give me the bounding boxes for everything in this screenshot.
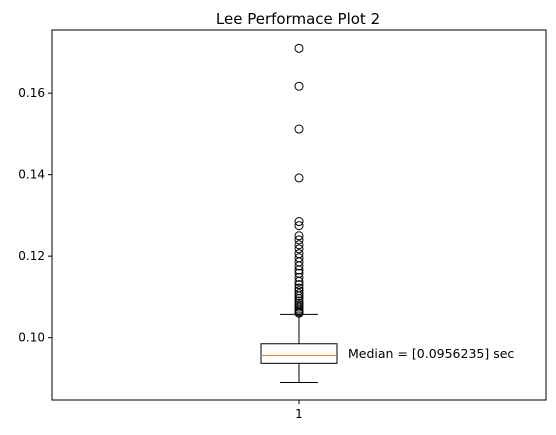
y-tick-label: 0.16 bbox=[18, 86, 45, 100]
outlier-point bbox=[294, 235, 304, 245]
outlier-point bbox=[294, 289, 304, 299]
outlier-point bbox=[294, 244, 304, 254]
y-tick-label: 0.12 bbox=[18, 249, 45, 263]
outlier-point bbox=[294, 221, 304, 231]
median-annotation: Median = [0.0956235] sec bbox=[348, 346, 514, 361]
interquartile-box bbox=[260, 343, 338, 364]
x-tick-label: 1 bbox=[295, 407, 303, 421]
outlier-point bbox=[294, 43, 304, 53]
outlier-point bbox=[294, 249, 304, 259]
outlier-point bbox=[294, 253, 304, 263]
plot-area-frame bbox=[51, 29, 547, 401]
outlier-point bbox=[294, 231, 304, 241]
box-plot bbox=[260, 313, 338, 383]
outlier-points bbox=[294, 43, 304, 318]
chart-title: Lee Performace Plot 2 bbox=[216, 10, 380, 28]
y-tick-label: 0.14 bbox=[18, 168, 45, 182]
y-axis: 0.10 0.12 0.14 0.16 bbox=[18, 86, 52, 345]
outlier-point bbox=[294, 240, 304, 250]
outlier-point bbox=[294, 283, 304, 293]
outlier-point bbox=[294, 280, 304, 290]
y-tick-label: 0.10 bbox=[18, 331, 45, 345]
outlier-point bbox=[294, 286, 304, 296]
outlier-point bbox=[294, 272, 304, 282]
outlier-point bbox=[294, 217, 304, 227]
outlier-point bbox=[294, 81, 304, 91]
outlier-point bbox=[294, 173, 304, 183]
x-axis: 1 bbox=[295, 400, 303, 421]
outlier-point bbox=[294, 268, 304, 278]
outlier-point bbox=[294, 296, 304, 306]
outlier-point bbox=[294, 124, 304, 134]
